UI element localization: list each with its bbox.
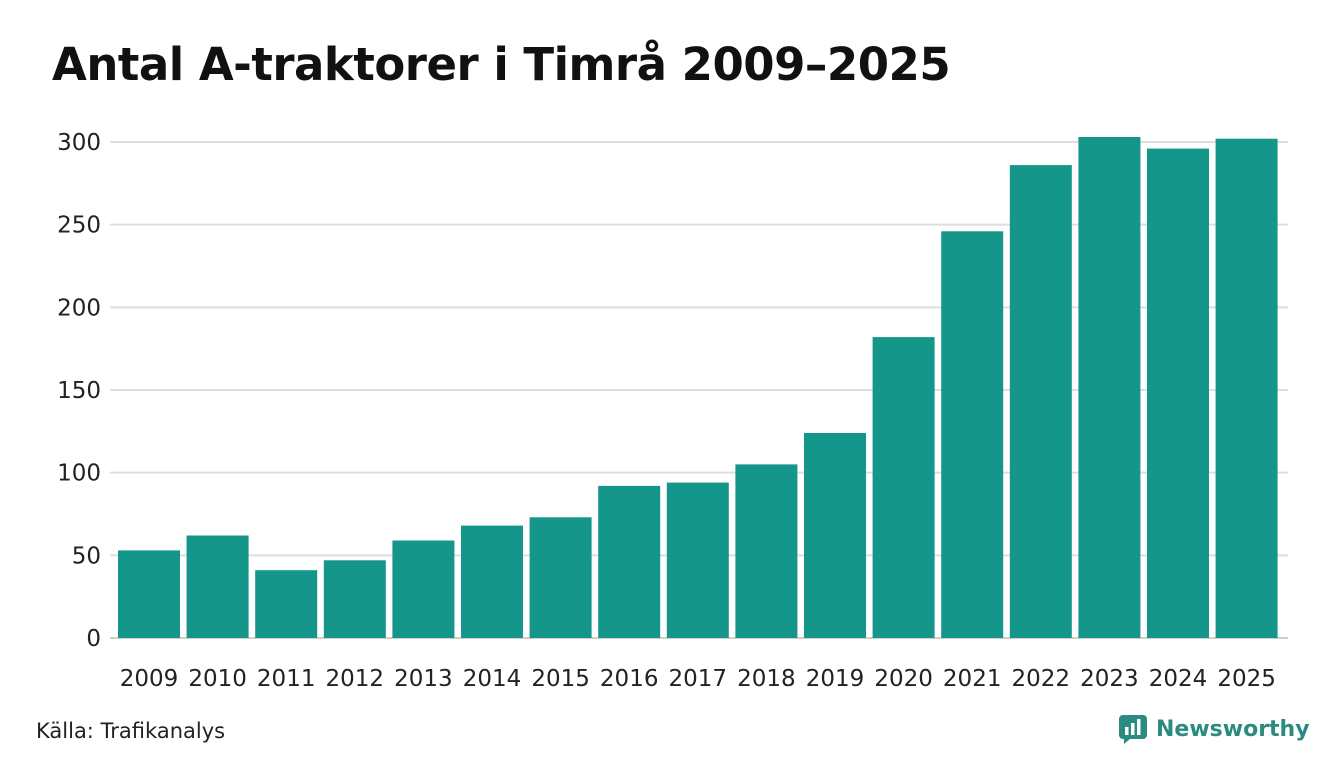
bar-2019 xyxy=(804,433,866,638)
y-axis-tick-labels: 0 50 100 150 200 250 300 xyxy=(57,130,101,652)
bar-2024 xyxy=(1147,148,1209,638)
y-tick-label: 300 xyxy=(57,130,101,156)
x-axis-tick-labels: 2009 2010 2011 2012 2013 2014 2015 2016 2017 2018… xyxy=(120,666,1276,692)
x-tick-label: 2013 xyxy=(394,666,453,692)
bar-2017 xyxy=(666,482,729,638)
x-tick-label: 2025 xyxy=(1217,666,1276,692)
y-tick-label: 50 xyxy=(72,543,101,569)
bar-2010 xyxy=(186,535,249,638)
x-tick-label: 2024 xyxy=(1149,666,1208,692)
bar-2011 xyxy=(255,570,318,638)
x-tick-label: 2014 xyxy=(463,666,522,692)
y-tick-label: 0 xyxy=(86,626,101,652)
x-tick-label: 2012 xyxy=(326,666,385,692)
x-tick-label: 2017 xyxy=(669,666,728,692)
bar-2025 xyxy=(1215,138,1278,638)
x-tick-label: 2016 xyxy=(600,666,659,692)
x-tick-label: 2015 xyxy=(531,666,590,692)
x-tick-label: 2022 xyxy=(1012,666,1071,692)
bar-2022 xyxy=(1009,165,1072,638)
newsworthy-brand: Newsworthy xyxy=(1118,714,1310,744)
bar-2023 xyxy=(1078,137,1141,638)
bar-2020 xyxy=(872,337,935,638)
y-tick-label: 250 xyxy=(57,213,101,239)
y-tick-label: 150 xyxy=(57,378,101,404)
x-tick-label: 2009 xyxy=(120,666,179,692)
x-tick-label: 2021 xyxy=(943,666,1002,692)
x-tick-label: 2019 xyxy=(806,666,865,692)
bar-2012 xyxy=(323,560,386,638)
bar-2016 xyxy=(598,485,661,638)
x-tick-label: 2010 xyxy=(188,666,247,692)
x-tick-label: 2011 xyxy=(257,666,316,692)
bar-2009 xyxy=(118,550,180,638)
newsworthy-logo-icon xyxy=(1119,715,1147,744)
y-tick-label: 200 xyxy=(57,295,101,321)
bar-2013 xyxy=(392,540,455,638)
bars xyxy=(118,137,1278,639)
bar-2018 xyxy=(735,464,798,638)
x-tick-label: 2020 xyxy=(874,666,933,692)
bar-2021 xyxy=(941,231,1004,639)
x-tick-label: 2023 xyxy=(1080,666,1139,692)
bar-2015 xyxy=(529,517,592,638)
bar-2014 xyxy=(461,525,523,638)
chart-title: Antal A-traktorer i Timrå 2009–2025 xyxy=(52,38,951,91)
x-tick-label: 2018 xyxy=(737,666,796,692)
brand-name: Newsworthy xyxy=(1156,716,1310,742)
y-tick-label: 100 xyxy=(57,461,101,487)
source-label: Källa: Trafikanalys xyxy=(36,719,226,743)
